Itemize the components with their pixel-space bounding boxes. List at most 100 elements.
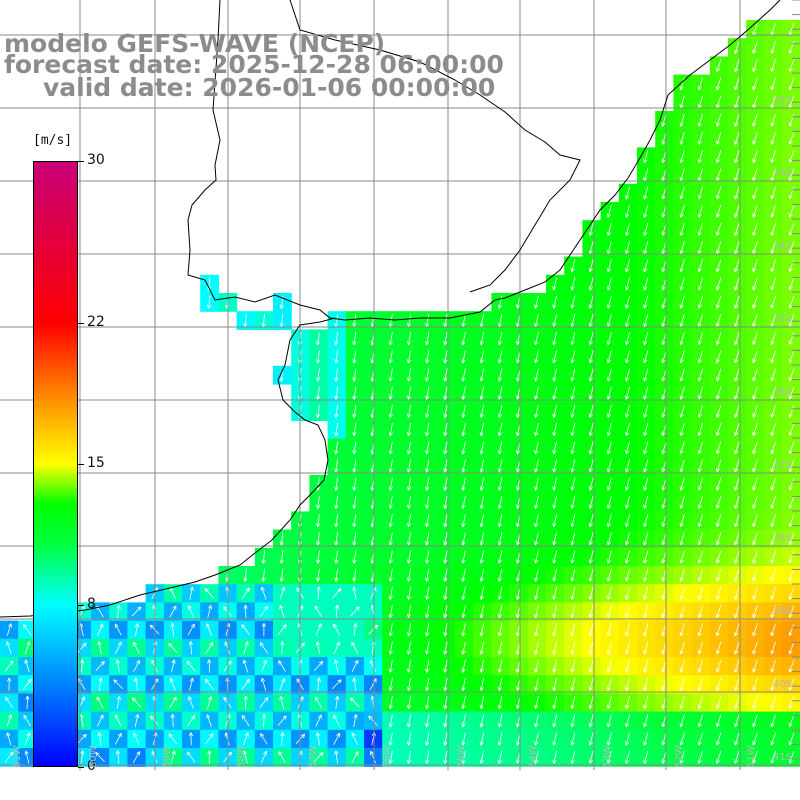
wind-arrow [171, 659, 176, 673]
wind-arrow [353, 623, 358, 637]
wind-arrow [752, 332, 758, 345]
wind-arrow [679, 532, 685, 546]
wind-arrow [479, 514, 484, 528]
wind-arrow [279, 313, 284, 328]
wind-arrow [643, 696, 649, 710]
wind-arrow [752, 241, 758, 254]
wind-cell [127, 748, 147, 767]
wind-arrow [770, 295, 776, 309]
wind-arrow [752, 605, 758, 618]
wind-arrow [134, 677, 139, 691]
wind-cell [91, 657, 110, 676]
wind-cell [200, 729, 219, 749]
wind-arrow [406, 350, 412, 364]
wind-arrow [352, 350, 357, 364]
wind-arrow [352, 586, 357, 600]
wind-arrow [534, 441, 539, 455]
wind-arrow [352, 477, 357, 491]
wind-arrow [752, 277, 758, 291]
wind-arrow [314, 696, 323, 709]
wind-arrow [479, 568, 484, 582]
longitude-label: 59W [162, 745, 173, 768]
wind-arrow [188, 641, 193, 655]
wind-arrow [734, 477, 740, 491]
wind-arrow [352, 677, 357, 691]
wind-arrow [588, 386, 594, 400]
wind-arrow [716, 477, 722, 491]
wind-arrow [716, 677, 722, 691]
wind-arrow [643, 441, 649, 455]
wind-arrow [697, 259, 703, 273]
wind-arrow [534, 568, 539, 582]
wind-arrow [752, 40, 758, 54]
wind-arrow [534, 550, 539, 564]
wind-arrow [770, 186, 776, 200]
wind-arrow [277, 715, 287, 726]
wind-arrow [625, 659, 630, 673]
wind-arrow [388, 368, 393, 382]
wind-arrow [443, 750, 448, 764]
wind-arrow [241, 714, 250, 727]
wind-arrow [734, 77, 740, 91]
wind-arrow [388, 514, 393, 528]
wind-arrow [334, 750, 339, 764]
wind-arrow [406, 623, 412, 637]
wind-arrow [752, 514, 758, 527]
wind-arrow [770, 641, 776, 655]
wind-arrow [169, 678, 176, 691]
wind-arrow [443, 550, 448, 564]
wind-arrow [461, 568, 466, 582]
latitude-label: 32S [773, 95, 793, 106]
wind-arrow [697, 714, 703, 728]
wind-arrow [259, 605, 269, 618]
wind-arrow [243, 604, 248, 619]
wind-arrow [315, 641, 321, 655]
wind-arrow [388, 732, 393, 746]
wind-arrow [133, 660, 140, 672]
wind-arrow [97, 641, 102, 655]
wind-arrow [770, 605, 776, 618]
wind-arrow [170, 750, 176, 764]
latitude-label: 37S [773, 460, 793, 471]
wind-arrow [278, 751, 286, 763]
wind-arrow [77, 733, 87, 744]
wind-arrow [406, 514, 412, 528]
wind-arrow [770, 532, 776, 546]
wind-arrow [716, 586, 722, 600]
wind-arrow [534, 332, 539, 346]
wind-cell [345, 657, 365, 676]
wind-arrow [588, 677, 594, 691]
wind-arrow [643, 259, 649, 273]
wind-arrow [115, 714, 122, 727]
wind-arrow [461, 495, 466, 509]
wind-arrow [331, 679, 342, 690]
wind-arrow [351, 751, 359, 763]
wind-arrow [243, 695, 248, 710]
colorbar-tick [78, 767, 84, 768]
wind-arrow [534, 295, 539, 309]
wind-arrow [497, 568, 503, 582]
wind-arrow [770, 223, 776, 236]
wind-arrow [734, 514, 740, 527]
wind-arrow [204, 588, 214, 599]
wind-arrow [788, 678, 795, 691]
wind-arrow [752, 259, 758, 273]
wind-arrow [479, 495, 484, 509]
wind-arrow [697, 332, 703, 345]
wind-arrow [388, 477, 393, 491]
wind-arrow [334, 313, 339, 327]
wind-arrow [133, 732, 140, 745]
wind-arrow [570, 550, 576, 564]
wind-arrow [388, 568, 393, 582]
wind-arrow [697, 423, 703, 436]
wind-arrow [788, 295, 795, 309]
wind-arrow [606, 241, 612, 255]
wind-arrow [770, 314, 776, 327]
wind-arrow [570, 313, 576, 327]
wind-arrow [570, 659, 576, 673]
wind-arrow [461, 368, 466, 382]
wind-arrow [353, 714, 358, 728]
wind-arrow [697, 732, 703, 746]
wind-arrow [625, 623, 630, 637]
wind-arrow [131, 697, 142, 708]
